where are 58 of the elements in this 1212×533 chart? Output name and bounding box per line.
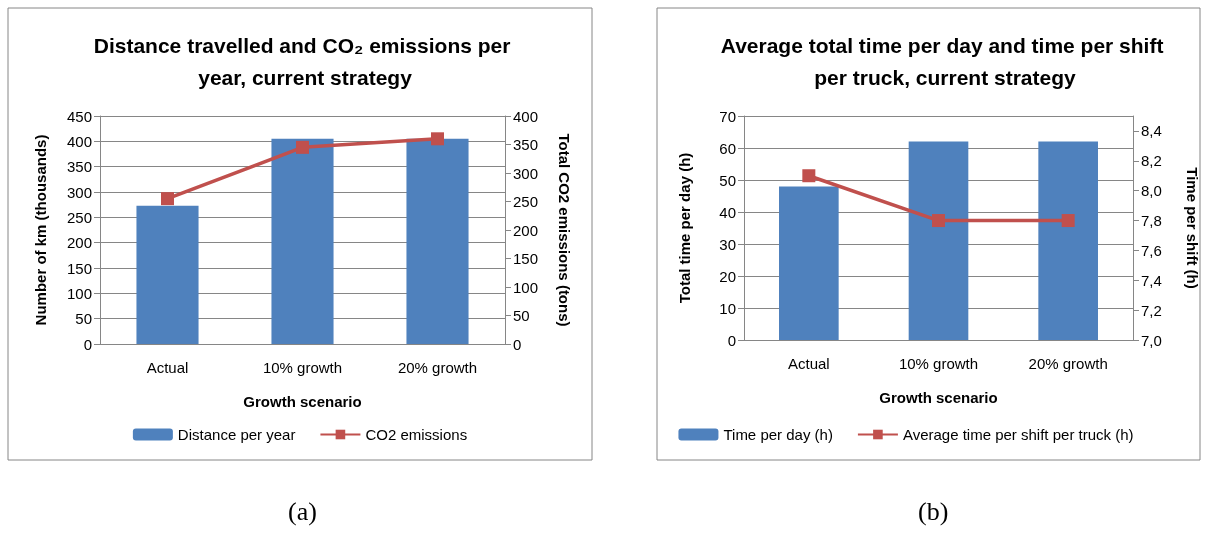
y2-tick-label: 7,8 xyxy=(1141,212,1162,230)
y2-tick-label: 200 xyxy=(513,221,539,239)
text: (a) xyxy=(288,496,317,526)
x-tick-label: Actual xyxy=(787,355,830,372)
x-tick-label: 10% growth xyxy=(898,355,979,372)
y2-tick-label: 100 xyxy=(513,278,539,296)
y2-tick-label: 7,4 xyxy=(1141,271,1162,289)
y-axis-title: Total time per day (h) xyxy=(676,152,693,304)
y-tick-label: 0 xyxy=(83,335,92,353)
y-tick-label: 60 xyxy=(719,139,736,157)
legend-label: Average time per shift per truck (h) xyxy=(902,426,1134,443)
y-tick-label: 450 xyxy=(66,107,92,125)
y2-tick-label: 300 xyxy=(513,164,539,182)
y2-tick-label: 250 xyxy=(513,193,539,210)
y-tick-label: 300 xyxy=(66,183,92,201)
y-axis-title: Number of km (thousands) xyxy=(32,134,49,326)
x-axis-title: Growth scenario xyxy=(243,393,362,410)
y-tick-label: 0 xyxy=(727,331,736,349)
point xyxy=(296,140,309,154)
text: (b) xyxy=(918,496,949,526)
y-tick-label: 70 xyxy=(719,107,736,125)
y-tick-label: 40 xyxy=(719,203,736,221)
y-tick-label: 250 xyxy=(66,208,92,226)
y-tick-label: 20 xyxy=(719,267,736,285)
y2-tick-label: 50 xyxy=(513,307,530,324)
x-tick-label: 20% growth xyxy=(397,359,478,376)
y2-tick-label: 350 xyxy=(513,136,539,153)
y-tick-label: 30 xyxy=(719,235,736,253)
legend-label: CO2 emissions xyxy=(365,426,468,443)
legend-label: Time per day (h) xyxy=(723,426,833,443)
x-tick-label: Actual xyxy=(146,359,189,376)
legend-label: Distance per year xyxy=(177,426,296,443)
y2-tick-label: 0 xyxy=(513,335,522,353)
y2-tick-label: 7,2 xyxy=(1141,301,1162,319)
y-tick-label: 50 xyxy=(719,171,736,189)
chart-title: Distance travelled and CO₂ emissions per year, current strategy xyxy=(93,33,517,89)
y-tick-label: 50 xyxy=(75,310,92,328)
y2-axis-title: Time per shift (h) xyxy=(1184,167,1201,289)
y2-tick-label: 150 xyxy=(513,250,539,267)
y-tick-label: 10 xyxy=(719,299,736,317)
y-tick-label: 150 xyxy=(66,259,92,277)
y2-tick-label: 8,4 xyxy=(1141,122,1162,140)
y2-tick-label: 8,0 xyxy=(1141,182,1162,200)
y2-axis-title: Total CO2 emissions (tons) xyxy=(556,133,573,327)
x-axis-title: Growth scenario xyxy=(879,389,998,406)
x-tick-label: 10% growth xyxy=(262,359,343,376)
y-tick-label: 400 xyxy=(66,132,92,150)
y2-tick-label: 7,6 xyxy=(1141,241,1162,259)
y2-tick-label: 400 xyxy=(513,107,539,125)
y2-tick-label: 7,0 xyxy=(1141,331,1162,349)
point xyxy=(161,192,174,206)
point xyxy=(431,132,444,146)
chart-title: Average total time per day and time per shift per truck, current strategy xyxy=(720,33,1170,89)
y-tick-label: 200 xyxy=(66,234,92,252)
y-tick-label: 100 xyxy=(66,284,92,302)
x-tick-label: 20% growth xyxy=(1028,355,1108,372)
y2-tick-label: 8,2 xyxy=(1141,152,1162,170)
y-tick-label: 350 xyxy=(66,158,92,176)
